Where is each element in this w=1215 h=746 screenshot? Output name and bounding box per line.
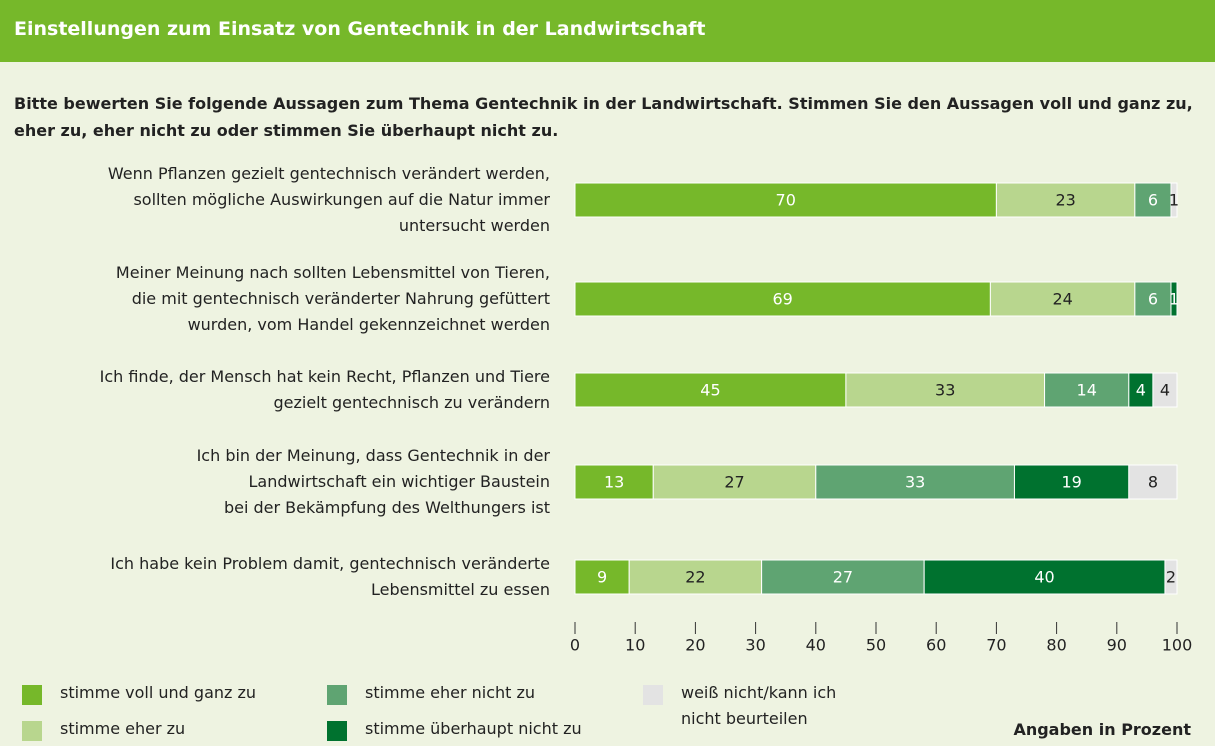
bar-segment bbox=[1152, 372, 1178, 408]
header-bar bbox=[0, 0, 1215, 62]
x-tick-label: 30 bbox=[745, 636, 765, 655]
bar-segment bbox=[574, 372, 847, 408]
legend-swatch bbox=[327, 685, 347, 705]
category-label: Ich habe kein Problem damit, gentechnisc… bbox=[110, 554, 550, 599]
bar-segment bbox=[845, 372, 1046, 408]
value-label: 27 bbox=[724, 473, 744, 492]
bar-segment bbox=[761, 559, 925, 595]
bar-segment bbox=[1128, 372, 1154, 408]
category-label: Meiner Meinung nach sollten Lebensmittel… bbox=[115, 263, 550, 334]
value-label: 4 bbox=[1136, 381, 1146, 400]
value-label: 13 bbox=[604, 473, 624, 492]
bar-segment bbox=[574, 182, 997, 218]
value-label: 8 bbox=[1148, 473, 1158, 492]
x-tick-label: 20 bbox=[685, 636, 705, 655]
legend-swatch bbox=[22, 685, 42, 705]
x-tick-label: 10 bbox=[625, 636, 645, 655]
x-tick-label: 90 bbox=[1107, 636, 1127, 655]
x-tick-label: 80 bbox=[1046, 636, 1066, 655]
category-label: Wenn Pflanzen gezielt gentechnisch verän… bbox=[107, 164, 550, 235]
value-label: 45 bbox=[700, 381, 720, 400]
value-label: 40 bbox=[1034, 568, 1054, 587]
value-label: 24 bbox=[1052, 290, 1072, 309]
value-label: 23 bbox=[1055, 191, 1075, 210]
value-label: 6 bbox=[1148, 191, 1158, 210]
legend-swatch bbox=[327, 721, 347, 741]
bar-segment bbox=[574, 464, 654, 500]
value-label: 14 bbox=[1077, 381, 1097, 400]
legend-swatch bbox=[643, 685, 663, 705]
x-tick-label: 60 bbox=[926, 636, 946, 655]
value-label: 19 bbox=[1061, 473, 1081, 492]
bar-segment bbox=[1128, 464, 1178, 500]
bar-segment bbox=[989, 281, 1136, 317]
bar-segment bbox=[652, 464, 817, 500]
value-label: 1 bbox=[1169, 191, 1179, 210]
bar-segment bbox=[1170, 281, 1178, 317]
bar-segment bbox=[574, 559, 630, 595]
value-label: 9 bbox=[597, 568, 607, 587]
x-tick-label: 50 bbox=[866, 636, 886, 655]
legend-label: stimme überhaupt nicht zu bbox=[365, 719, 582, 738]
x-tick-label: 40 bbox=[806, 636, 826, 655]
legend-label: stimme eher nicht zu bbox=[365, 683, 536, 702]
bar-segment bbox=[815, 464, 1015, 500]
bar-segment bbox=[1170, 182, 1178, 218]
bar-segment bbox=[923, 559, 1166, 595]
note: Angaben in Prozent bbox=[1013, 720, 1191, 739]
legend-label: weiß nicht/kann ich nicht beurteilen bbox=[681, 683, 837, 728]
value-label: 4 bbox=[1160, 381, 1170, 400]
category-label: Ich finde, der Mensch hat kein Recht, Pf… bbox=[99, 367, 550, 412]
legend-swatch bbox=[22, 721, 42, 741]
value-label: 1 bbox=[1169, 290, 1179, 309]
question: Bitte bewerten Sie folgende Aussagen zum… bbox=[14, 94, 1193, 140]
chart-title: Einstellungen zum Einsatz von Gentechnik… bbox=[14, 18, 706, 40]
value-label: 33 bbox=[905, 473, 925, 492]
value-label: 70 bbox=[776, 191, 796, 210]
bar-segment bbox=[574, 281, 991, 317]
x-tick-label: 100 bbox=[1162, 636, 1193, 655]
bar-segment bbox=[1134, 182, 1172, 218]
bar-segment bbox=[1164, 559, 1178, 595]
value-label: 6 bbox=[1148, 290, 1158, 309]
x-tick-label: 0 bbox=[570, 636, 580, 655]
value-label: 33 bbox=[935, 381, 955, 400]
bar-segment bbox=[1013, 464, 1130, 500]
value-label: 27 bbox=[833, 568, 853, 587]
legend-label: stimme voll und ganz zu bbox=[60, 683, 257, 702]
value-label: 22 bbox=[685, 568, 705, 587]
category-label: Ich bin der Meinung, dass Gentechnik in … bbox=[196, 446, 550, 517]
legend-label: stimme eher zu bbox=[60, 719, 186, 738]
bar-segment bbox=[1044, 372, 1130, 408]
value-label: 2 bbox=[1166, 568, 1176, 587]
value-label: 69 bbox=[773, 290, 793, 309]
x-tick-label: 70 bbox=[986, 636, 1006, 655]
